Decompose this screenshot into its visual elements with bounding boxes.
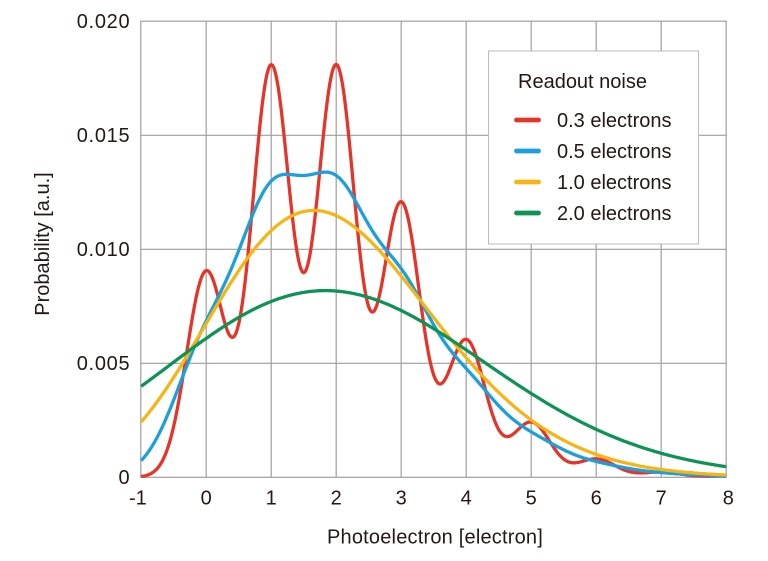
svg-text:Probability [a.u.]: Probability [a.u.] xyxy=(32,172,54,315)
svg-text:1.0 electrons: 1.0 electrons xyxy=(557,172,672,194)
svg-text:0.005: 0.005 xyxy=(77,353,131,375)
svg-text:0.020: 0.020 xyxy=(77,11,131,33)
svg-text:4: 4 xyxy=(461,487,472,509)
svg-text:6: 6 xyxy=(591,487,602,509)
svg-text:2.0 electrons: 2.0 electrons xyxy=(557,203,672,225)
svg-text:0.015: 0.015 xyxy=(77,125,131,147)
svg-text:-1: -1 xyxy=(129,487,147,509)
svg-text:0: 0 xyxy=(201,487,212,509)
svg-text:0: 0 xyxy=(118,467,130,489)
svg-text:Readout noise: Readout noise xyxy=(518,71,647,93)
svg-text:2: 2 xyxy=(331,487,342,509)
svg-text:7: 7 xyxy=(656,487,667,509)
svg-text:3: 3 xyxy=(396,487,407,509)
svg-text:5: 5 xyxy=(526,487,537,509)
svg-text:1: 1 xyxy=(266,487,277,509)
svg-text:0.3 electrons: 0.3 electrons xyxy=(557,110,672,132)
svg-text:Photoelectron [electron]: Photoelectron [electron] xyxy=(327,526,543,548)
svg-text:8: 8 xyxy=(723,487,734,509)
svg-text:0.5 electrons: 0.5 electrons xyxy=(557,141,672,163)
svg-text:0.010: 0.010 xyxy=(77,239,131,261)
